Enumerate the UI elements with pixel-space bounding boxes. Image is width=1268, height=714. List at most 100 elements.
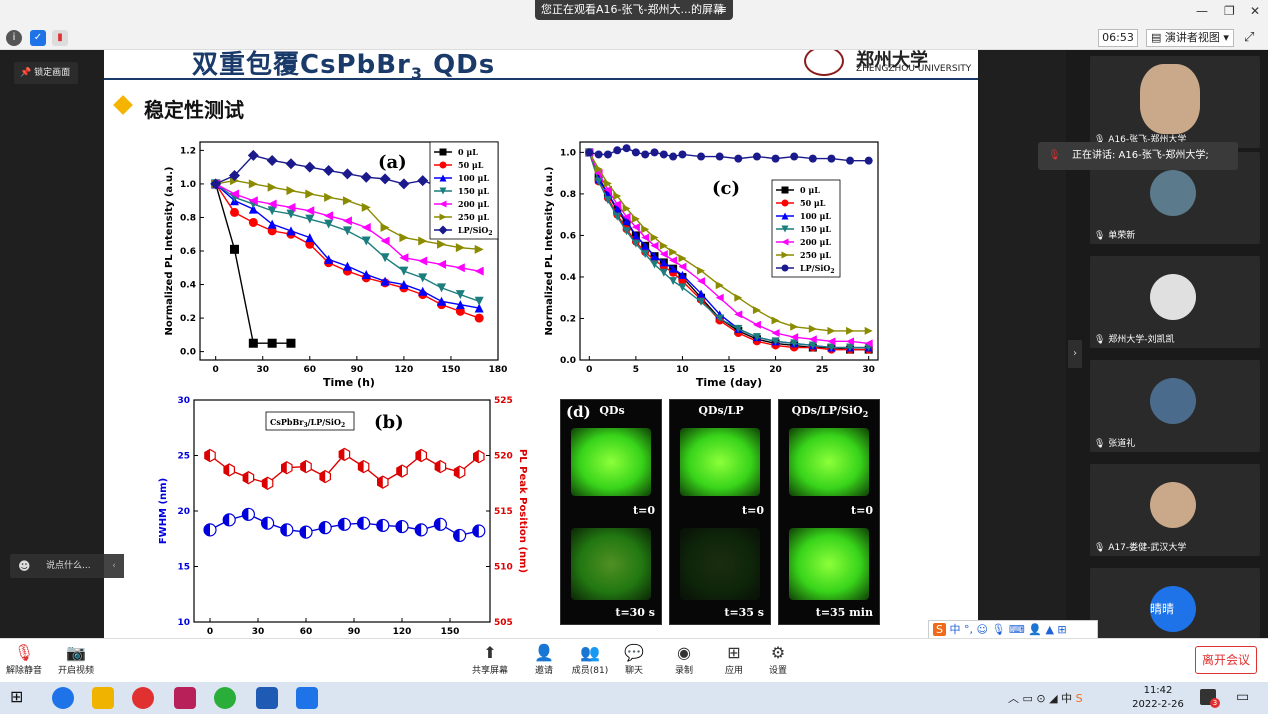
lock-screen-label: 锁定画面 [34,68,71,78]
y-tick-label: 20 [177,507,190,517]
ime-toolbar[interactable]: S 中 °, ☺ 🎙 ⌨ 👤 ▲ ⊞ [928,620,1098,640]
participant-name: 晴晴 [1150,602,1175,616]
participant-tile[interactable]: 🎙 郑州大学-刘凯凯 [1090,256,1260,348]
data-point [864,339,873,348]
tray-icons[interactable]: ︿ ▭ ⊙ ◢ 中 S [1008,692,1083,705]
participant-tile[interactable]: 🎙 A17-娄健-武汉大学 [1090,464,1260,556]
windows-start-icon[interactable]: ⊞ [10,687,24,706]
origin-icon[interactable] [174,687,196,709]
chat-icon: 💬 [624,643,644,662]
collapse-panel-icon[interactable]: › [1068,340,1082,368]
data-point [827,343,836,352]
y2-tick-label: 525 [494,396,513,406]
data-point [241,507,256,521]
legend-marker [781,264,789,272]
sogou-browser-icon[interactable] [52,687,74,709]
data-point [613,146,622,155]
chart-title: CsPbBr3/LP/SiO2 [270,417,345,429]
wechat-icon[interactable] [214,687,236,709]
data-point [361,236,371,246]
legend-marker [781,199,789,207]
apps-button[interactable]: ⊞ 应用 [710,643,758,676]
data-point [357,516,371,530]
data-point [399,253,409,263]
participant-tile[interactable]: 🎙 A16-张飞-郑州大学 [1090,56,1260,148]
data-point [715,281,724,290]
lock-screen-button[interactable]: 📌 锁定画面 [14,62,78,84]
photo-column: QDs t=0 t=30 s [560,399,662,625]
share-screen-button[interactable]: ⬆ 共享屏幕 [466,643,514,676]
data-point [678,277,687,286]
clock[interactable]: 11:42 2022-2-26 [1128,684,1188,712]
fullscreen-icon[interactable]: ⤢ [1244,30,1255,45]
tencent-meeting-icon[interactable] [296,687,318,709]
camera-off-button[interactable]: 📷 开启视频 [52,643,100,676]
legend-label: 150 μL [458,186,489,196]
chat-collapse-icon[interactable]: ‹ [104,554,124,578]
slide-title-sub: 3 [410,64,424,84]
data-point [808,154,817,163]
chat-button[interactable]: 💬 聊天 [610,643,658,676]
chat-input[interactable]: ☻ 说点什么... ‹ [10,554,124,578]
mic-muted-button[interactable]: 🎙 解除静音 [0,643,48,676]
data-point [418,236,428,246]
data-point [286,186,296,196]
participant-tile[interactable]: 晴晴 [1090,568,1260,638]
action-center-icon[interactable]: ▭ [1236,689,1250,705]
legend-marker [439,161,447,169]
bullet-diamond-icon [113,95,133,115]
record-button[interactable]: ◉ 录制 [660,643,708,676]
data-point [437,259,447,269]
series-200-L [211,179,484,276]
data-point [319,469,331,484]
emoji-icon[interactable]: ☻ [18,559,31,573]
data-point [808,324,817,333]
signal-icon[interactable]: ▮ [52,30,68,46]
y-tick-label: 0.4 [180,281,196,291]
participant-tile[interactable]: 🎙 张道礼 [1090,360,1260,452]
x-tick-label: 10 [676,365,689,375]
data-point [380,236,390,246]
data-point [210,178,222,190]
data-point [622,227,631,236]
app-icon[interactable] [132,687,154,709]
shield-icon[interactable]: ✓ [30,30,46,46]
y-tick-label: 0.0 [180,348,196,358]
members-button[interactable]: 👥 成员(81) [566,643,614,676]
menu-icon[interactable]: ≡ [717,3,727,16]
word-icon[interactable] [256,687,278,709]
y-tick-label: 0.6 [560,231,576,241]
info-icon[interactable]: i [6,30,22,46]
data-point [771,316,780,325]
invite-button[interactable]: 👤 邀请 [520,643,568,676]
data-point [631,231,640,240]
data-point [434,459,447,474]
x-tick-label: 25 [816,365,829,375]
settings-button[interactable]: ⚙ 设置 [754,643,802,676]
close-icon[interactable]: ✕ [1250,4,1261,18]
x-tick-label: 120 [394,365,413,375]
y-tick-label: 0.4 [560,273,576,283]
data-point [414,523,428,537]
ime-mode[interactable]: 中 [949,623,961,636]
data-point [631,239,640,248]
file-explorer-icon[interactable] [92,687,114,709]
title-box [265,411,355,431]
y-tick-label: 0.8 [180,213,196,223]
data-point [715,152,724,161]
data-point [603,185,612,194]
data-point [697,289,706,298]
restore-icon[interactable]: ❐ [1224,4,1235,18]
leave-meeting-button[interactable]: 离开会议 [1195,646,1257,674]
minimize-icon[interactable]: — [1196,4,1208,18]
series-200-L [585,148,873,348]
meeting-toolbar: i ✓ ▮ 06:53 ▤ 演讲者视图 ▾ [0,26,1268,50]
data-point [659,268,668,277]
vial-bottom-photo [571,528,651,600]
view-mode-button[interactable]: ▤ 演讲者视图 ▾ [1146,29,1234,47]
notification-icon[interactable]: 3 [1200,689,1220,708]
x-tick-label: 0 [207,627,213,634]
photo-column: QDs/LP t=0 t=35 s [669,399,771,625]
input-lang[interactable]: 中 [1061,692,1073,705]
mic-muted-icon: 🎙 [13,643,35,662]
